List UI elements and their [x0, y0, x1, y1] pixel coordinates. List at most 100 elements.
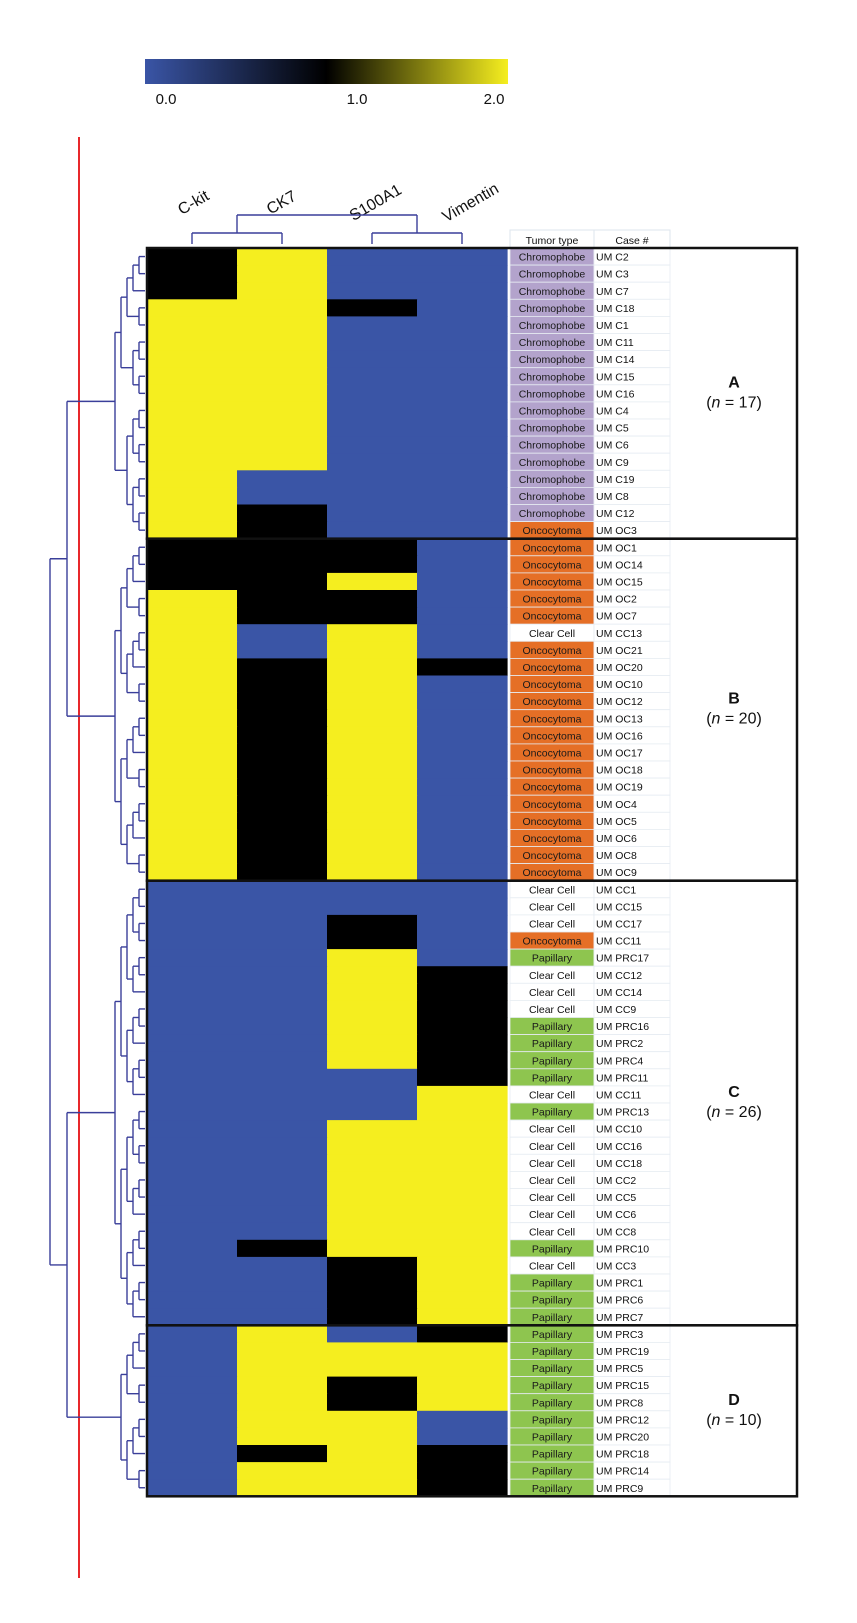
- case-label: UM PRC6: [596, 1295, 643, 1307]
- tumor-type-label: Oncocytoma: [523, 748, 582, 760]
- tumor-type-label: Oncocytoma: [523, 679, 582, 691]
- heatmap-cell: [147, 897, 238, 916]
- case-label: UM C7: [596, 286, 629, 298]
- cluster-count: (n = 10): [706, 1412, 762, 1429]
- heatmap-cell: [327, 726, 418, 745]
- heatmap-cell: [417, 880, 508, 899]
- heatmap-cell: [147, 1393, 238, 1412]
- case-label: UM C16: [596, 388, 635, 400]
- tumor-type-label: Clear Cell: [529, 1004, 575, 1016]
- heatmap-cell: [417, 1068, 508, 1087]
- heatmap-cell: [327, 1427, 418, 1446]
- tumor-type-label: Papillary: [532, 1072, 573, 1084]
- heatmap-cell: [237, 692, 328, 711]
- heatmap-cell: [327, 282, 418, 300]
- heatmap-cell: [327, 367, 418, 386]
- heatmap-cell: [417, 436, 508, 454]
- heatmap-cell: [417, 248, 508, 266]
- heatmap-cell: [417, 607, 508, 625]
- tumor-type-label: Chromophobe: [519, 252, 586, 264]
- heatmap-cell: [237, 248, 328, 266]
- heatmap-cell: [417, 641, 508, 659]
- heatmap-cell: [327, 966, 418, 984]
- heatmap-cell: [327, 1068, 418, 1087]
- heatmap-cell: [147, 880, 238, 899]
- heatmap-cell: [147, 1154, 238, 1172]
- heatmap-cell: [237, 607, 328, 625]
- heatmap-cell: [237, 419, 328, 437]
- heatmap-cell: [147, 453, 238, 471]
- heatmap-cell: [147, 1222, 238, 1241]
- heatmap-cell: [417, 709, 508, 728]
- heatmap-cell: [327, 316, 418, 335]
- heatmap-cell: [417, 1103, 508, 1121]
- colorbar-tick-label: 1.0: [347, 91, 368, 108]
- tumor-type-label: Oncocytoma: [523, 816, 582, 828]
- heatmap-cell: [147, 1274, 238, 1292]
- heatmap-cell: [327, 743, 418, 762]
- heatmap-cell: [147, 1017, 238, 1036]
- tumor-type-label: Oncocytoma: [523, 833, 582, 845]
- heatmap-cell: [327, 1376, 418, 1395]
- case-label: UM C19: [596, 474, 635, 486]
- case-label: UM OC10: [596, 679, 643, 691]
- heatmap-cell: [327, 949, 418, 967]
- tumor-type-label: Clear Cell: [529, 1209, 575, 1221]
- case-label: UM CC1: [596, 884, 636, 896]
- heatmap-cell: [327, 248, 418, 266]
- heatmap-cell: [327, 1137, 418, 1155]
- heatmap-cell: [327, 1239, 418, 1258]
- heatmap-cell: [237, 1410, 328, 1429]
- heatmap-cell: [327, 265, 418, 283]
- case-label: UM OC13: [596, 713, 643, 725]
- colorbar-tick-label: 0.0: [156, 91, 177, 108]
- heatmap-cell: [147, 778, 238, 796]
- heatmap-cell: [237, 436, 328, 454]
- case-label: UM PRC14: [596, 1466, 649, 1478]
- heatmap-cell: [147, 743, 238, 762]
- heatmap-cell: [147, 1171, 238, 1190]
- heatmap-cell: [417, 829, 508, 848]
- heatmap-cell: [417, 1325, 508, 1343]
- case-label: UM C5: [596, 423, 629, 435]
- tumor-type-label: Oncocytoma: [523, 867, 582, 879]
- heatmap-cell: [327, 350, 418, 369]
- heatmap-cell: [147, 1034, 238, 1053]
- heatmap-cell: [327, 1000, 418, 1019]
- case-label: UM CC11: [596, 936, 641, 948]
- heatmap-cell: [417, 299, 508, 317]
- heatmap-cell: [237, 1462, 328, 1480]
- heatmap-cell: [147, 248, 238, 266]
- heatmap-cell: [327, 624, 418, 642]
- case-label: UM CC12: [596, 970, 642, 982]
- heatmap-cell: [237, 538, 328, 557]
- column-header-s100a1: S100A1: [347, 181, 405, 224]
- heatmap-cell: [147, 1325, 238, 1343]
- heatmap-cell: [237, 1393, 328, 1412]
- heatmap-cell: [237, 743, 328, 762]
- tumor-type-label: Clear Cell: [529, 1192, 575, 1204]
- heatmap-cell: [237, 1103, 328, 1121]
- heatmap-cell: [327, 607, 418, 625]
- tumor-type-label: Clear Cell: [529, 919, 575, 931]
- tumor-type-label: Clear Cell: [529, 628, 575, 640]
- heatmap-cell: [417, 453, 508, 471]
- case-label: UM OC19: [596, 782, 643, 794]
- heatmap-cell: [327, 675, 418, 694]
- heatmap-cell: [417, 1034, 508, 1053]
- tumor-type-label: Papillary: [532, 1432, 573, 1444]
- heatmap-cell: [417, 658, 508, 677]
- heatmap-cell: [237, 1120, 328, 1138]
- tumor-type-label: Oncocytoma: [523, 542, 582, 554]
- heatmap-cell: [237, 367, 328, 386]
- heatmap-cell: [417, 846, 508, 865]
- tumor-type-label: Papillary: [532, 1483, 573, 1495]
- heatmap-cell: [147, 1085, 238, 1104]
- heatmap-cell: [327, 1188, 418, 1207]
- case-label: UM PRC19: [596, 1346, 649, 1358]
- tumor-type-label: Papillary: [532, 1449, 573, 1461]
- heatmap-cell: [237, 555, 328, 574]
- tumor-type-label: Chromophobe: [519, 303, 586, 315]
- heatmap-cell: [417, 384, 508, 403]
